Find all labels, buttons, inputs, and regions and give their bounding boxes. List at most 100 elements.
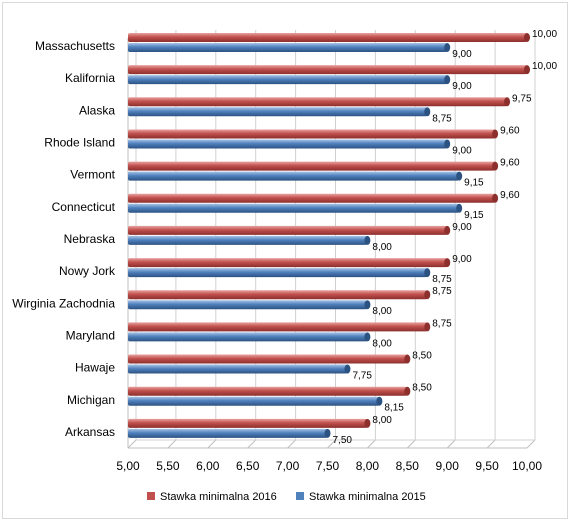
category-label: Kalifornia: [65, 71, 115, 85]
bar-body: [128, 268, 428, 278]
legend-label: Stawka minimalna 2015: [309, 491, 426, 503]
bar-body: [128, 332, 368, 342]
floor-line: [287, 439, 296, 449]
bar-cap: [444, 43, 451, 52]
bar-body: [128, 364, 348, 374]
data-label: 9,00: [452, 222, 472, 233]
bar-body: [128, 33, 527, 42]
bar-2015: [128, 364, 351, 374]
bar-2016: [128, 258, 451, 268]
bar-2016: [128, 33, 530, 42]
floor-line: [446, 439, 456, 449]
floor-line: [207, 439, 217, 449]
bar-cap: [444, 225, 451, 235]
bar-cap: [424, 290, 431, 300]
data-label: 8,75: [432, 286, 452, 297]
bar-body: [128, 75, 448, 85]
bar-cap: [364, 418, 371, 428]
data-label: 8,75: [432, 318, 452, 329]
bar-cap: [404, 354, 411, 364]
bar-2015: [128, 107, 431, 117]
bar-2015: [128, 43, 451, 52]
x-tick-label: 8,00: [356, 459, 380, 473]
data-label: 9,15: [464, 178, 484, 189]
data-label: 7,75: [352, 371, 372, 382]
floor-line: [247, 439, 257, 449]
category-label: Maryland: [66, 328, 115, 342]
x-tick-label: 9,50: [475, 459, 499, 473]
bar-cap: [444, 75, 451, 85]
x-tick-label: 6,50: [236, 459, 260, 473]
category-label: Hawaje: [75, 361, 115, 375]
bar-body: [128, 322, 428, 332]
bar-body: [128, 235, 368, 245]
plot-area: 5,00 5,50 6,00 6,50 7,00 7,50 8,00 8,50 9,00 9,50…: [12, 29, 557, 473]
x-tick-label: 5,00: [116, 459, 140, 473]
bar-2016: [128, 97, 511, 107]
bar-2015: [128, 139, 451, 149]
x-tick-label: 7,00: [276, 459, 300, 473]
data-label: 8,00: [372, 415, 392, 426]
bar-cap: [444, 139, 451, 149]
category-label: Nowy Jork: [59, 264, 116, 278]
bar-2016: [128, 354, 411, 364]
bar-body: [128, 354, 408, 364]
data-label: 8,75: [432, 113, 452, 124]
bar-cap: [424, 322, 431, 332]
category-label: Nebraska: [64, 232, 116, 246]
x-tick-label: 5,50: [156, 459, 180, 473]
bar-body: [128, 97, 508, 107]
bar-cap: [376, 396, 383, 406]
bar-2016: [128, 386, 411, 396]
bar-body: [128, 203, 460, 213]
bar-cap: [504, 97, 511, 107]
bar-2015: [128, 203, 463, 213]
data-label: 10,00: [532, 29, 557, 40]
data-label: 9,00: [452, 49, 472, 60]
bar-body: [128, 225, 448, 235]
floor-line: [486, 439, 496, 449]
data-label: 9,60: [500, 125, 520, 136]
bar-body: [128, 65, 527, 75]
bar-2015: [128, 300, 371, 310]
category-label: Connecticut: [52, 200, 116, 214]
bar-body: [128, 258, 448, 268]
bar-2015: [128, 171, 463, 181]
bar-2015: [128, 75, 451, 85]
floor-line: [167, 439, 177, 449]
data-label: 9,60: [500, 190, 520, 201]
legend: Stawka minimalna 2016 Stawka minimalna 20…: [147, 491, 426, 503]
bar-cap: [492, 193, 499, 203]
bar-body: [128, 129, 496, 139]
bar-body: [128, 300, 368, 310]
data-label: 8,00: [372, 306, 392, 317]
bar-cap: [424, 107, 431, 117]
legend-swatch: [296, 492, 304, 500]
category-label: Alaska: [79, 103, 115, 117]
bar-2015: [128, 396, 383, 406]
bar-cap: [404, 386, 411, 396]
floor-line: [327, 439, 336, 449]
floor-line: [127, 439, 137, 449]
floor-line: [526, 439, 536, 449]
floor-line: [406, 439, 416, 449]
bar-body: [128, 290, 428, 300]
x-tick-label: 9,00: [436, 459, 460, 473]
bar-2015: [128, 235, 371, 245]
category-label: Michigan: [67, 393, 115, 407]
bar-2015: [128, 428, 331, 438]
bar-cap: [344, 364, 351, 374]
data-label: 10,00: [532, 61, 557, 72]
data-label: 8,15: [384, 403, 404, 414]
data-label: 9,00: [452, 145, 472, 156]
bar-2016: [128, 322, 431, 332]
bar-cap: [364, 332, 371, 342]
bar-cap: [424, 268, 431, 278]
data-label: 8,75: [432, 274, 452, 285]
bar-cap: [364, 300, 371, 310]
legend-item-2016: Stawka minimalna 2016: [147, 491, 277, 503]
category-label: Vermont: [70, 168, 115, 182]
category-label: Arkansas: [65, 425, 115, 439]
bar-body: [128, 396, 380, 406]
bar-body: [128, 386, 408, 396]
